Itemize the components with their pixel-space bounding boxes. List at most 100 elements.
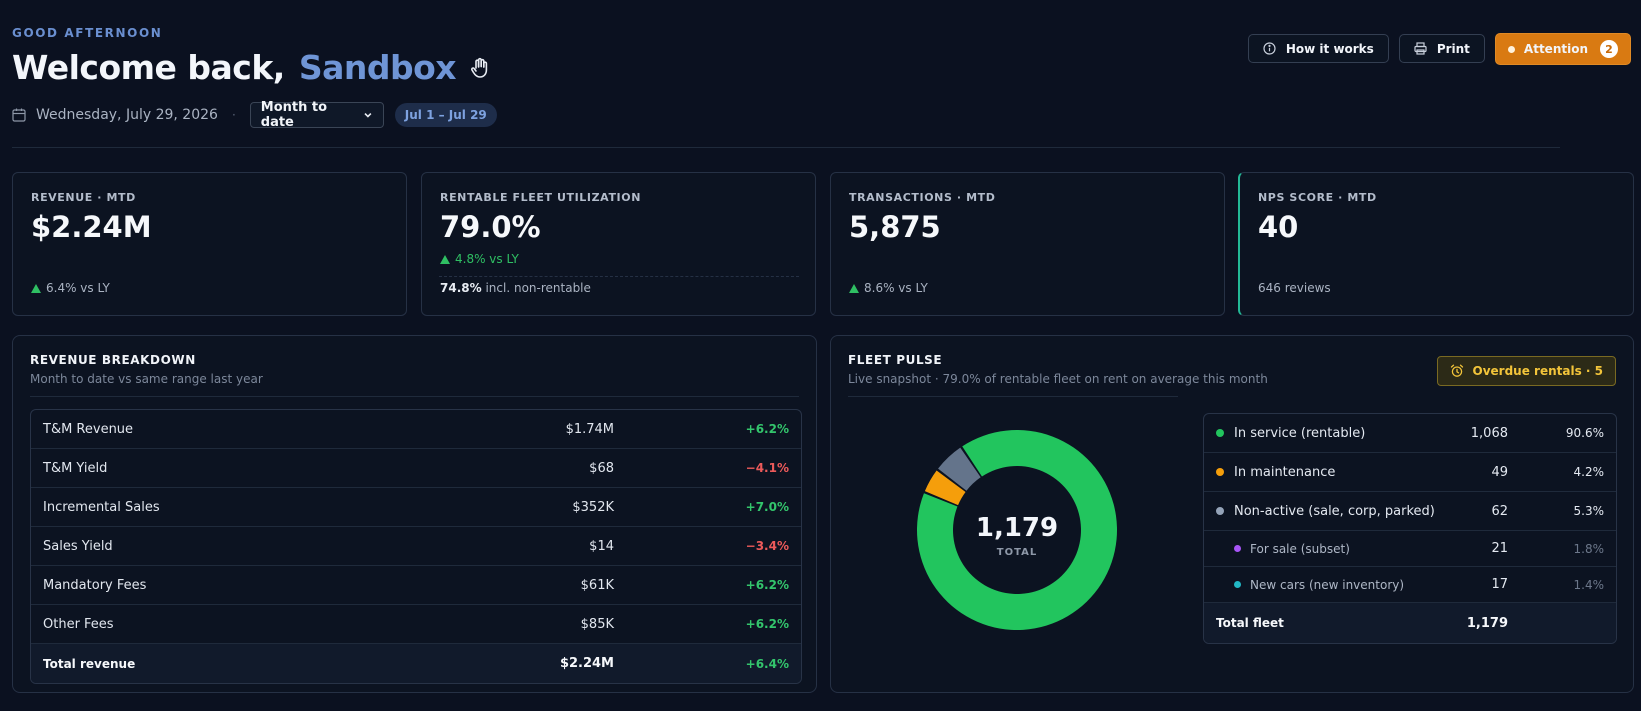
fleet-row-label: Total fleet — [1216, 616, 1284, 630]
kpi-footnote: 74.8% incl. non-rentable — [440, 281, 591, 295]
panel-title: FLEET PULSE — [848, 353, 943, 367]
donut-segment-maintenance — [924, 470, 966, 506]
kpi-card-revenue: REVENUE · MTD $2.24M 6.4% vs LY — [12, 172, 407, 316]
row-value: $14 — [589, 538, 614, 554]
kpi-card-nps: NPS SCORE · MTD 40 646 reviews — [1238, 172, 1634, 316]
kpi-delta: 4.8% vs LY — [440, 252, 797, 266]
row-label: Incremental Sales — [43, 499, 160, 515]
date-range-select[interactable]: Month to date — [249, 100, 384, 130]
kpi-label: TRANSACTIONS · MTD — [849, 191, 996, 204]
row-value: $2.24M — [559, 656, 614, 671]
kpi-footnote-value: 74.8% — [440, 281, 482, 295]
panel-divider — [30, 396, 799, 397]
revenue-table: T&M Revenue $1.74M +6.2% T&M Yield $68 −… — [30, 409, 802, 684]
kpi-delta: 8.6% vs LY — [849, 281, 928, 295]
row-value: $1.74M — [565, 421, 614, 437]
overdue-rentals-button[interactable]: Overdue rentals · 5 — [1436, 356, 1616, 386]
greeting-label: GOOD AFTERNOON — [12, 26, 163, 40]
printer-icon — [1414, 42, 1427, 55]
attention-button[interactable]: Attention 2 — [1494, 33, 1631, 65]
row-label: Other Fees — [43, 616, 114, 632]
row-value: $352K — [572, 499, 614, 515]
how-it-works-label: How it works — [1285, 41, 1374, 56]
table-row: Incremental Sales $352K +7.0% — [31, 488, 801, 527]
fleet-row-label: For sale (subset) — [1250, 541, 1350, 556]
kpi-value: 79.0% — [440, 210, 541, 244]
legend-dot — [1234, 581, 1241, 588]
fleet-row-label: In maintenance — [1234, 464, 1336, 480]
panel-subtitle: Live snapshot · 79.0% of rentable fleet … — [848, 372, 1268, 386]
row-change: −3.4% — [745, 539, 789, 553]
fleet-row-label: Non-active (sale, corp, parked) — [1234, 503, 1435, 519]
print-button[interactable]: Print — [1398, 34, 1485, 63]
fleet-row-label: New cars (new inventory) — [1250, 577, 1405, 592]
row-change: +6.2% — [745, 422, 789, 436]
legend-dot — [1234, 545, 1241, 552]
info-icon — [1263, 42, 1276, 55]
row-change: +6.4% — [745, 656, 789, 671]
date-row: Wednesday, July 29, 2026 · Month to date… — [12, 100, 497, 130]
panel-subtitle: Month to date vs same range last year — [30, 372, 263, 386]
kpi-delta-text: 4.8% vs LY — [455, 252, 519, 266]
up-arrow-icon — [31, 283, 41, 293]
header-actions: How it works Print Attention 2 — [1247, 33, 1631, 65]
fleet-subrow: New cars (new inventory) 17 1.4% — [1204, 567, 1616, 603]
kpi-label: REVENUE · MTD — [31, 191, 136, 204]
kpi-delta-text: 6.4% vs LY — [46, 281, 110, 295]
fleet-row-count: 49 — [1491, 464, 1508, 480]
fleet-row-count: 62 — [1491, 503, 1508, 519]
fleet-table: In service (rentable) 1,068 90.6% In mai… — [1203, 413, 1617, 644]
revenue-breakdown-panel: REVENUE BREAKDOWN Month to date vs same … — [12, 335, 817, 693]
fleet-subrow: For sale (subset) 21 1.8% — [1204, 531, 1616, 567]
row-value: $61K — [580, 577, 614, 593]
kpi-delta-text: 8.6% vs LY — [864, 281, 928, 295]
fleet-row-percent: 4.2% — [1573, 465, 1605, 479]
how-it-works-button[interactable]: How it works — [1247, 34, 1389, 63]
kpi-label: NPS SCORE · MTD — [1258, 191, 1377, 204]
fleet-row-count: 21 — [1491, 541, 1508, 556]
page-title: Welcome back, Sandbox — [12, 48, 490, 87]
attention-label: Attention — [1523, 42, 1588, 56]
attention-count-badge: 2 — [1600, 40, 1618, 58]
donut-segment-non-active — [938, 447, 981, 491]
fleet-row-label: In service (rentable) — [1234, 425, 1366, 441]
kpi-footnote-text: incl. non-rentable — [485, 281, 591, 295]
table-row: T&M Yield $68 −4.1% — [31, 449, 801, 488]
row-change: +6.2% — [745, 578, 789, 592]
fleet-row-percent: 90.6% — [1565, 426, 1604, 440]
overdue-rentals-label: Overdue rentals · 5 — [1472, 364, 1603, 378]
donut-segment-in-service — [917, 430, 1117, 630]
kpi-value: $2.24M — [31, 210, 152, 244]
donut-total-label: TOTAL — [997, 547, 1037, 558]
table-row: Sales Yield $14 −3.4% — [31, 527, 801, 566]
separator-dot: · — [231, 108, 236, 122]
table-total-row: Total revenue $2.24M +6.4% — [31, 644, 801, 683]
row-change: −4.1% — [745, 461, 789, 475]
row-change: +7.0% — [745, 500, 789, 514]
donut-total-value: 1,179 — [976, 513, 1058, 543]
print-label: Print — [1436, 41, 1470, 56]
row-value: $85K — [580, 616, 614, 632]
kpi-card-transactions: TRANSACTIONS · MTD 5,875 8.6% vs LY — [830, 172, 1225, 316]
fleet-row-count: 1,179 — [1466, 615, 1508, 631]
wave-hand-icon — [471, 57, 488, 78]
kpi-value: 40 — [1258, 210, 1299, 244]
kpi-delta: 6.4% vs LY — [31, 281, 110, 295]
alarm-clock-icon — [1450, 364, 1463, 377]
current-date: Wednesday, July 29, 2026 — [36, 107, 218, 123]
row-label: T&M Yield — [43, 460, 108, 476]
header-divider — [12, 147, 1560, 148]
row-label: Sales Yield — [43, 538, 113, 554]
legend-dot — [1216, 468, 1224, 476]
page-header: GOOD AFTERNOON Welcome back, Sandbox — [12, 26, 490, 87]
kpi-dashed-divider — [439, 276, 799, 277]
fleet-pulse-panel: FLEET PULSE Live snapshot · 79.0% of ren… — [830, 335, 1634, 693]
fleet-donut-chart: 1,179 TOTAL — [917, 430, 1117, 630]
fleet-row-percent: 5.3% — [1573, 504, 1605, 518]
row-label: T&M Revenue — [43, 421, 134, 437]
fleet-row: Non-active (sale, corp, parked) 62 5.3% — [1204, 492, 1616, 531]
kpi-label: RENTABLE FLEET UTILIZATION — [440, 191, 641, 204]
calendar-icon — [12, 108, 26, 122]
fleet-row: In service (rentable) 1,068 90.6% — [1204, 414, 1616, 453]
kpi-value: 5,875 — [849, 210, 941, 244]
